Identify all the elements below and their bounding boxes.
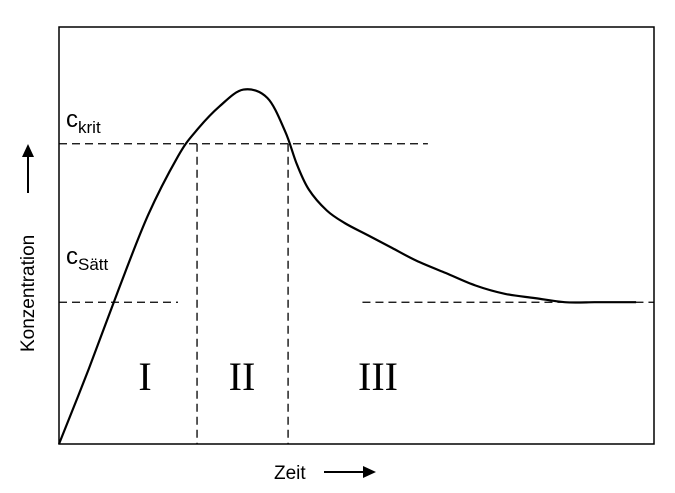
plot-frame	[58, 26, 655, 445]
c-krit-label: ckrit	[66, 106, 101, 137]
region-label-1: I	[138, 354, 151, 399]
c-saett-main: c	[66, 243, 78, 270]
y-axis-label: Konzentration	[18, 235, 39, 352]
x-axis-label: Zeit	[274, 463, 306, 484]
c-krit-sub: krit	[78, 118, 101, 137]
y-axis-arrow-head	[22, 144, 34, 157]
region-label-3: III	[358, 354, 398, 399]
c-saett-label: cSätt	[66, 243, 109, 274]
x-axis-arrow-head	[363, 466, 376, 478]
region-label-2: II	[229, 354, 256, 399]
c-saett-sub: Sätt	[78, 255, 109, 274]
concentration-curve	[57, 88, 637, 445]
c-krit-main: c	[66, 106, 78, 133]
